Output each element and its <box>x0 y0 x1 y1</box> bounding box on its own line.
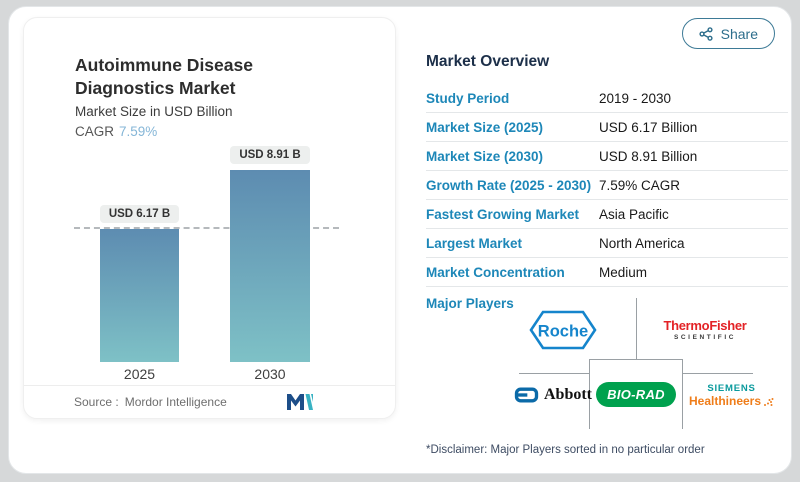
market-overview-section: Market Overview Study Period 2019 - 2030… <box>426 53 788 287</box>
market-overview-card: Autoimmune Disease Diagnostics Market Ma… <box>8 6 792 474</box>
major-players-section: Major Players Roche ThermoFisher SCIENTI… <box>426 293 788 441</box>
major-players-label: Major Players <box>426 296 514 311</box>
chart-subtitle: Market Size in USD Billion <box>75 104 233 119</box>
healthineers-wordmark: Healthineers <box>689 394 762 408</box>
row-label: Fastest Growing Market <box>426 206 580 222</box>
players-horizontal-divider-right <box>683 373 753 374</box>
thermo-fisher-logo: ThermoFisher SCIENTIFIC <box>655 318 755 341</box>
row-value: 7.59% CAGR <box>599 177 681 193</box>
bar-2025 <box>100 229 179 362</box>
source-text: Source : Mordor Intelligence <box>74 395 227 409</box>
row-value: Asia Pacific <box>599 206 669 222</box>
mordor-intelligence-logo-icon <box>287 394 313 410</box>
x-axis-label-2025: 2025 <box>123 366 156 382</box>
row-label: Market Size (2025) <box>426 119 544 135</box>
row-label: Market Concentration <box>426 264 565 280</box>
players-vertical-divider <box>636 298 637 359</box>
share-button[interactable]: Share <box>681 18 775 49</box>
x-axis-label-2030: 2030 <box>254 366 286 382</box>
table-row: Growth Rate (2025 - 2030) 7.59% CAGR <box>426 171 788 200</box>
chart-title: Autoimmune Disease Diagnostics Market <box>75 55 253 98</box>
thermo-fisher-wordmark: ThermoFisher <box>663 318 747 333</box>
bar-2030 <box>230 170 310 362</box>
bar-chart: USD 6.17 B USD 8.91 B <box>24 146 397 362</box>
bio-rad-logo: BIO-RAD <box>596 382 676 407</box>
cagr-label: CAGR <box>75 124 115 139</box>
source-value: Mordor Intelligence <box>124 395 227 409</box>
bar-group-2025: USD 6.17 B <box>100 205 179 362</box>
bar-group-2030: USD 8.91 B <box>230 146 310 362</box>
disclaimer-text: *Disclaimer: Major Players sorted in no … <box>426 444 705 456</box>
chart-cagr: CAGR 7.59% <box>75 124 157 139</box>
row-label: Largest Market <box>426 235 523 251</box>
table-row: Market Size (2030) USD 8.91 Billion <box>426 142 788 171</box>
bar-value-label-2025: USD 6.17 B <box>100 205 179 223</box>
chart-footer: Source : Mordor Intelligence <box>24 385 395 418</box>
source-label: Source : <box>74 395 119 409</box>
row-label: Study Period <box>426 90 510 106</box>
bio-rad-box: BIO-RAD <box>589 359 683 429</box>
table-row: Study Period 2019 - 2030 <box>426 84 788 113</box>
abbott-logo: Abbott <box>514 386 592 404</box>
roche-logo-icon: Roche <box>529 310 597 355</box>
abbott-symbol-icon <box>514 386 539 404</box>
row-value: Medium <box>599 264 648 280</box>
table-row: Largest Market North America <box>426 229 788 258</box>
row-value: USD 8.91 Billion <box>599 148 698 164</box>
row-label: Growth Rate (2025 - 2030) <box>426 177 592 193</box>
thermo-fisher-scientific-text: SCIENTIFIC <box>673 334 737 341</box>
siemens-wordmark: SIEMENS <box>707 383 756 394</box>
cagr-value: 7.59% <box>119 124 158 139</box>
siemens-healthineers-logo: SIEMENS Healthineers <box>689 383 774 408</box>
healthineers-starburst-icon <box>763 396 774 407</box>
row-value: 2019 - 2030 <box>599 90 672 106</box>
chart-card: Autoimmune Disease Diagnostics Market Ma… <box>23 17 396 419</box>
table-row: Market Concentration Medium <box>426 258 788 287</box>
table-row: Market Size (2025) USD 6.17 Billion <box>426 113 788 142</box>
overview-table: Study Period 2019 - 2030 Market Size (20… <box>426 84 788 287</box>
svg-text:Roche: Roche <box>538 323 588 341</box>
row-value: USD 6.17 Billion <box>599 119 698 135</box>
share-button-label: Share <box>720 25 758 42</box>
share-icon <box>699 26 713 41</box>
dashed-threshold-line <box>74 227 339 229</box>
bar-value-label-2030: USD 8.91 B <box>230 146 310 164</box>
table-row: Fastest Growing Market Asia Pacific <box>426 200 788 229</box>
players-horizontal-divider-left <box>519 373 589 374</box>
section-heading: Market Overview <box>426 53 550 70</box>
abbott-wordmark: Abbott <box>544 386 593 403</box>
row-label: Market Size (2030) <box>426 148 544 164</box>
row-value: North America <box>599 235 685 251</box>
